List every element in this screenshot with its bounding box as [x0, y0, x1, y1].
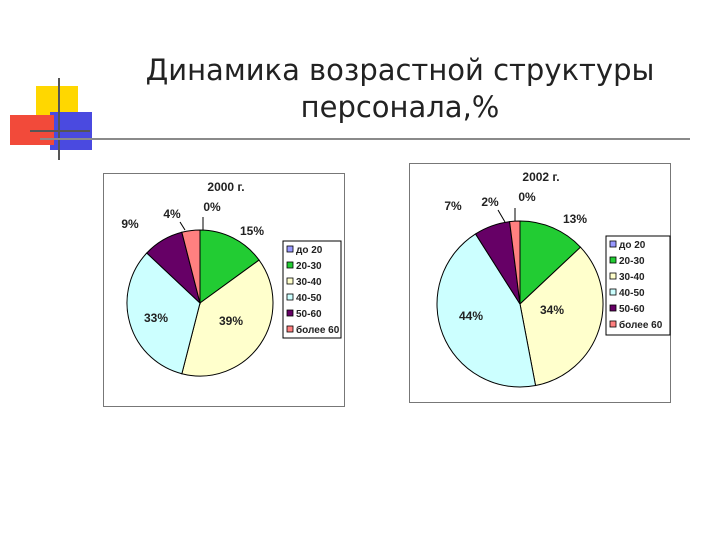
- legend-swatch: [609, 240, 617, 248]
- legend-swatch: [609, 272, 617, 280]
- data-label: 13%: [563, 212, 587, 226]
- legend-swatch: [609, 256, 617, 264]
- legend-swatch: [286, 261, 294, 269]
- data-label: 0%: [203, 200, 221, 214]
- legend-label: 20-30: [296, 261, 322, 272]
- data-label: 2%: [481, 195, 499, 209]
- data-label: 0%: [518, 190, 536, 204]
- data-label: 7%: [444, 199, 462, 213]
- pie-slice: [519, 220, 582, 306]
- legend-label: более 60: [619, 319, 663, 331]
- legend-label: 50-60: [296, 309, 322, 320]
- legend-box: [605, 235, 671, 336]
- legend-swatch: [609, 304, 617, 312]
- pie-slice: [181, 259, 274, 377]
- legend-label: более 60: [296, 324, 340, 336]
- legend-swatch: [286, 293, 294, 301]
- legend-label: 50-60: [619, 304, 645, 315]
- legend-swatch: [609, 288, 617, 296]
- legend-label: 30-40: [619, 272, 645, 283]
- title-divider: [40, 138, 690, 140]
- slide-title-line-2: персонала,%: [300, 90, 500, 124]
- legend-label: 40-50: [619, 288, 645, 299]
- legend-swatch: [609, 320, 617, 328]
- pie-slice: [509, 220, 521, 305]
- legend-swatch: [286, 245, 294, 253]
- slide-title-line-1: Динамика возрастной структуры: [145, 53, 655, 87]
- leader-line: [497, 209, 506, 223]
- legend-label: до 20: [619, 240, 646, 251]
- data-label: 9%: [121, 217, 139, 231]
- data-label: 33%: [144, 311, 168, 325]
- pie-slice: [126, 252, 201, 375]
- data-label: 44%: [459, 309, 483, 323]
- deco-horizontal-line: [30, 130, 90, 132]
- legend-swatch: [286, 325, 294, 333]
- leader-line: [179, 221, 186, 231]
- legend-swatch: [286, 309, 294, 317]
- deco-vertical-line: [58, 78, 60, 160]
- legend-label: 20-30: [619, 256, 645, 267]
- data-label: 15%: [240, 224, 264, 238]
- data-label: 39%: [219, 314, 243, 328]
- legend-swatch: [286, 277, 294, 285]
- legend-box: [282, 240, 342, 339]
- legend-label: до 20: [296, 245, 323, 256]
- pie-slice: [199, 229, 260, 304]
- chart-title: 2002 г.: [522, 170, 559, 184]
- pie-slice: [436, 233, 537, 388]
- legend-label: 30-40: [296, 277, 322, 288]
- chart-title: 2000 г.: [207, 180, 244, 194]
- data-label: 4%: [163, 207, 181, 221]
- slide-title: Динамика возрастной структуры персонала,…: [140, 52, 660, 126]
- data-label: 34%: [540, 303, 564, 317]
- pie-slice: [181, 229, 201, 304]
- pie-slice: [519, 246, 604, 387]
- legend-label: 40-50: [296, 293, 322, 304]
